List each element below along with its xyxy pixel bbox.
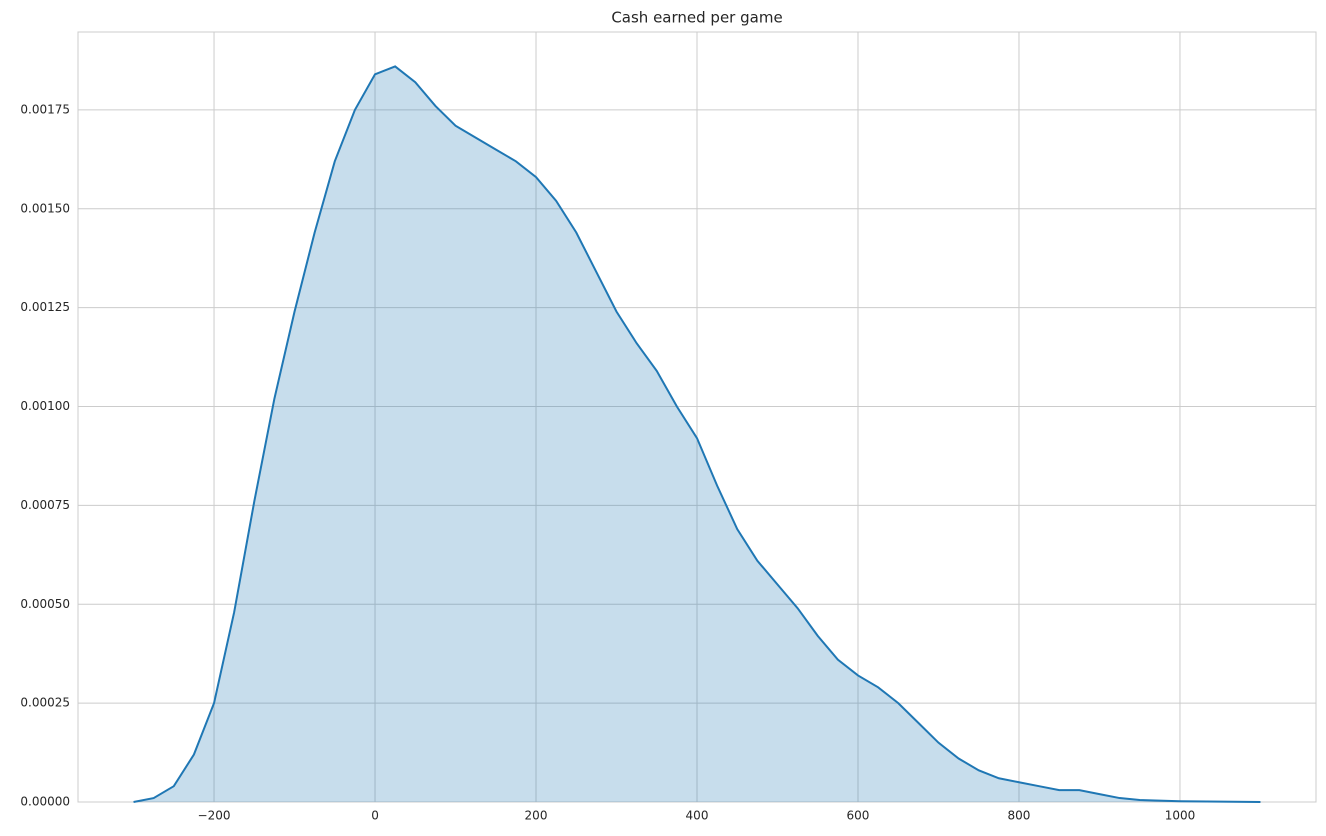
y-tick-label: 0.00175: [20, 102, 70, 116]
y-tick-label: 0.00000: [20, 795, 70, 809]
y-tick-label: 0.00100: [20, 399, 70, 413]
density-area: [133, 66, 1261, 802]
y-tick-label: 0.00075: [20, 498, 70, 512]
x-tick-label: 600: [847, 809, 870, 823]
x-tick-label: 400: [686, 809, 709, 823]
y-tick-label: 0.00025: [20, 696, 70, 710]
x-tick-label: 0: [371, 809, 379, 823]
y-tick-label: 0.00150: [20, 201, 70, 215]
y-tick-label: 0.00050: [20, 597, 70, 611]
x-tick-label: 200: [525, 809, 548, 823]
plot-frame: [77, 31, 1317, 803]
x-tick-label: 1000: [1165, 809, 1196, 823]
density-line: [133, 65, 1261, 803]
x-tick-label: 800: [1008, 809, 1031, 823]
chart-title: Cash earned per game: [611, 9, 782, 27]
y-tick-label: 0.00125: [20, 300, 70, 314]
x-tick-label: −200: [198, 809, 231, 823]
